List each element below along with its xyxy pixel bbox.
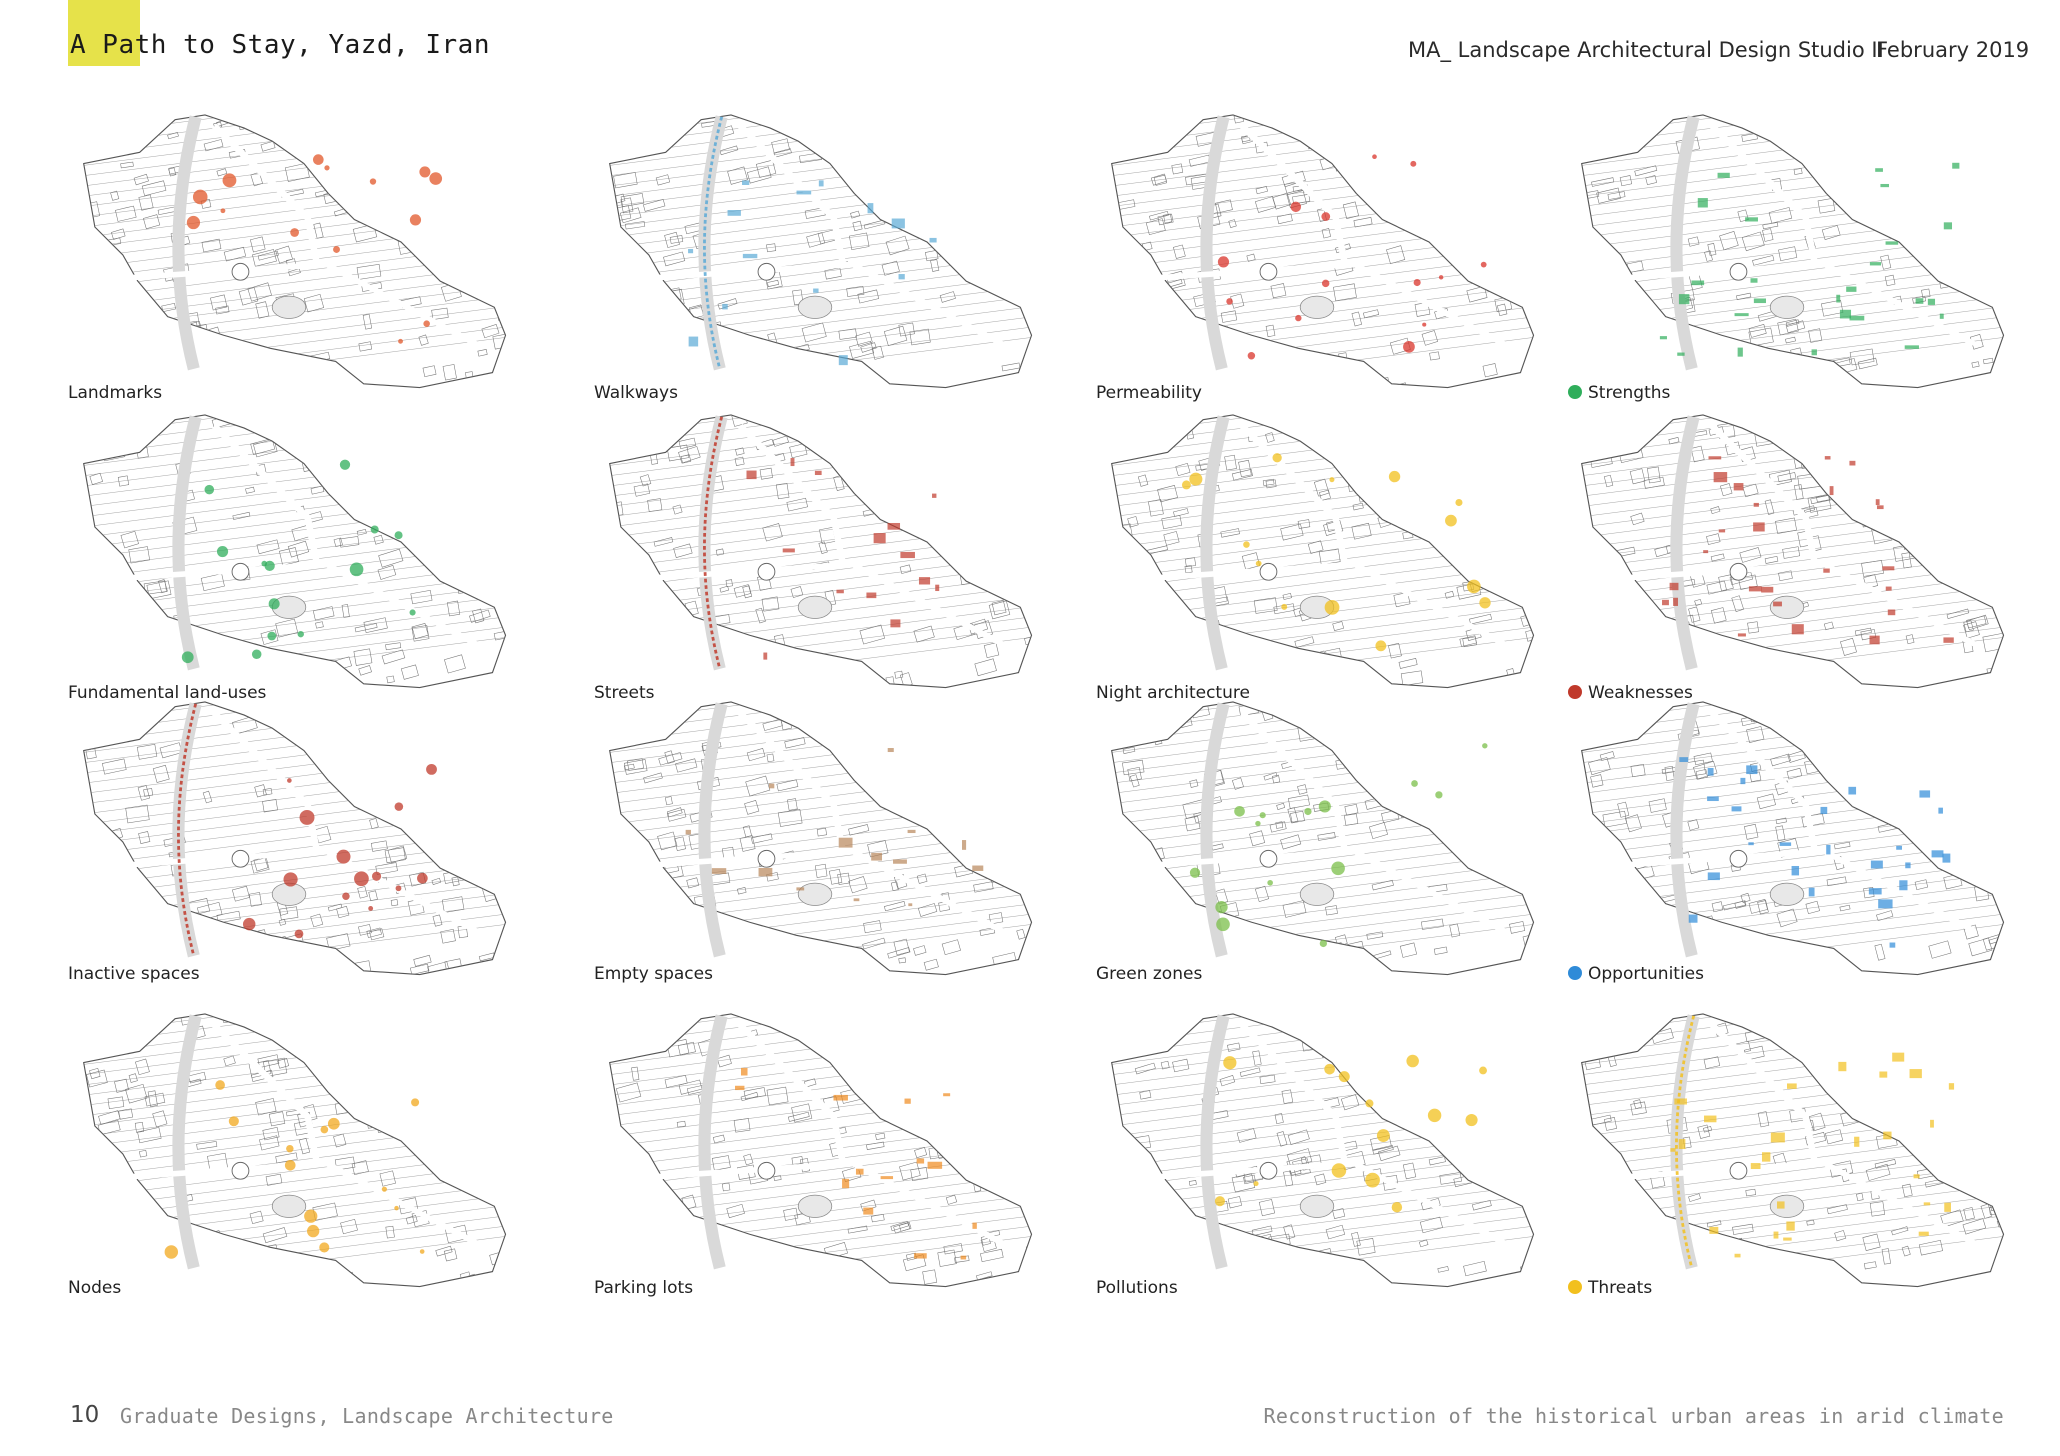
map-label: Landmarks	[68, 383, 162, 403]
map-label: Empty spaces	[594, 964, 713, 984]
isometric-map	[1581, 701, 2005, 976]
map-panel: Green zones	[1096, 701, 1566, 1002]
map-panel: Pollutions	[1096, 1013, 1566, 1314]
map-label-text: Fundamental land-uses	[68, 683, 267, 703]
map-panel: Parking lots	[594, 1013, 1064, 1314]
legend-dot-icon	[1568, 685, 1582, 699]
map-label-text: Streets	[594, 683, 655, 703]
isometric-map	[1111, 414, 1535, 689]
map-label-text: Empty spaces	[594, 964, 713, 984]
map-label: Green zones	[1096, 964, 1202, 984]
map-label-text: Opportunities	[1588, 964, 1704, 984]
map-label-text: Weaknesses	[1588, 683, 1693, 703]
map-panel: Streets	[594, 414, 1064, 715]
isometric-map	[83, 1013, 507, 1288]
map-label: Pollutions	[1096, 1278, 1178, 1298]
page-title: A Path to Stay, Yazd, Iran	[70, 30, 490, 60]
isometric-map	[609, 414, 1033, 689]
map-label-text: Inactive spaces	[68, 964, 200, 984]
map-label-text: Nodes	[68, 1278, 122, 1298]
date: February 2019	[1876, 38, 2030, 62]
map-panel: Threats	[1566, 1013, 2036, 1314]
map-panel: Permeability	[1096, 114, 1566, 415]
map-label-text: Strengths	[1588, 383, 1671, 403]
map-label: Inactive spaces	[68, 964, 200, 984]
map-label: Streets	[594, 683, 655, 703]
map-panel: Nodes	[68, 1013, 538, 1314]
isometric-map	[1581, 114, 2005, 389]
isometric-map	[1111, 701, 1535, 976]
map-label-text: Landmarks	[68, 383, 163, 403]
footer-left-text: Graduate Designs, Landscape Architecture	[120, 1404, 614, 1428]
isometric-map	[83, 701, 507, 976]
map-label: Weaknesses	[1568, 683, 1693, 703]
map-panel: Opportunities	[1566, 701, 2036, 1002]
map-label-text: Parking lots	[594, 1278, 694, 1298]
map-label: Parking lots	[594, 1278, 693, 1298]
isometric-map	[1111, 1013, 1535, 1288]
map-label: Threats	[1568, 1278, 1652, 1298]
isometric-map	[609, 701, 1033, 976]
map-label-text: Walkways	[594, 383, 678, 403]
map-label: Nodes	[68, 1278, 121, 1298]
map-panel: Walkways	[594, 114, 1064, 415]
isometric-map	[1581, 414, 2005, 689]
map-panel: Empty spaces	[594, 701, 1064, 1002]
map-panel: Landmarks	[68, 114, 538, 415]
isometric-map	[609, 114, 1033, 389]
map-label-text: Green zones	[1096, 964, 1203, 984]
map-panel: Night architecture	[1096, 414, 1566, 715]
map-label: Strengths	[1568, 383, 1670, 403]
isometric-map	[1111, 114, 1535, 389]
map-label: Walkways	[594, 383, 678, 403]
map-label-text: Pollutions	[1096, 1278, 1178, 1298]
map-panel: Fundamental land-uses	[68, 414, 538, 715]
legend-dot-icon	[1568, 385, 1582, 399]
isometric-map	[609, 1013, 1033, 1288]
map-panel: Strengths	[1566, 114, 2036, 415]
map-label-text: Permeability	[1096, 383, 1202, 403]
legend-dot-icon	[1568, 1280, 1582, 1294]
isometric-map	[83, 114, 507, 389]
map-label-text: Night architecture	[1096, 683, 1250, 703]
map-panel: Inactive spaces	[68, 701, 538, 1002]
map-label: Night architecture	[1096, 683, 1250, 703]
isometric-map	[83, 414, 507, 689]
map-label: Permeability	[1096, 383, 1202, 403]
footer-right-text: Reconstruction of the historical urban a…	[1263, 1404, 2004, 1428]
studio-name: MA_ Landscape Architectural Design Studi…	[1408, 38, 1884, 62]
legend-dot-icon	[1568, 966, 1582, 980]
title-highlight	[68, 0, 140, 66]
isometric-map	[1581, 1013, 2005, 1288]
map-label-text: Threats	[1588, 1278, 1653, 1298]
map-label: Fundamental land-uses	[68, 683, 266, 703]
map-label: Opportunities	[1568, 964, 1704, 984]
page-number: 10	[70, 1402, 100, 1428]
map-panel: Weaknesses	[1566, 414, 2036, 715]
